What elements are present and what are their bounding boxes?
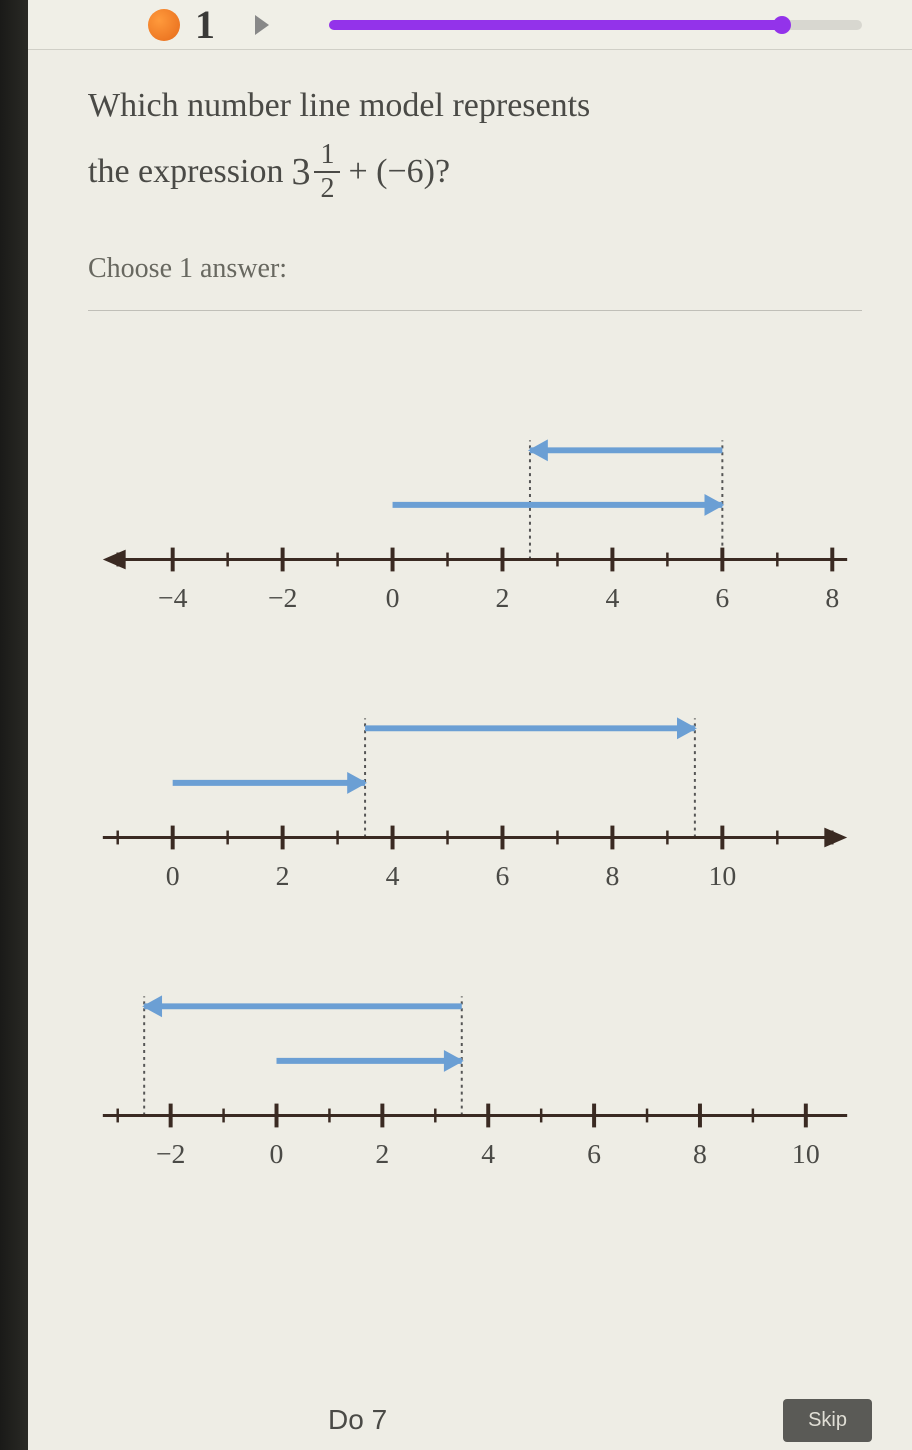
svg-text:2: 2 (375, 1139, 389, 1170)
number-line-options: −4 −2 0 2 4 6 8 0 2 4 6 8 10 −2 0 2 4 6 8 10 (28, 331, 912, 1205)
svg-text:0: 0 (166, 861, 180, 892)
svg-text:8: 8 (605, 861, 619, 892)
progress-bar[interactable] (329, 20, 862, 30)
fraction-denominator: 2 (314, 171, 340, 203)
header-bar: 1 (28, 0, 912, 50)
svg-text:2: 2 (496, 583, 510, 614)
question-number: 1 (195, 1, 215, 48)
play-icon[interactable] (255, 15, 269, 35)
status-dot-icon (148, 9, 180, 41)
svg-text:2: 2 (276, 861, 290, 892)
svg-text:6: 6 (587, 1139, 601, 1170)
main-content: 1 Which number line model represents the… (28, 0, 912, 1450)
fraction-numerator: 1 (314, 141, 340, 171)
svg-text:0: 0 (386, 583, 400, 614)
svg-text:4: 4 (386, 861, 400, 892)
expression-prefix: the expression (88, 153, 283, 191)
svg-text:4: 4 (605, 583, 619, 614)
svg-text:−2: −2 (268, 583, 298, 614)
svg-text:10: 10 (792, 1139, 820, 1170)
svg-text:−2: −2 (156, 1139, 186, 1170)
divider-line (88, 310, 862, 311)
svg-text:4: 4 (481, 1139, 495, 1170)
fraction-part: 1 2 (314, 141, 340, 203)
expression-suffix: + (−6)? (348, 153, 450, 191)
svg-text:6: 6 (496, 861, 510, 892)
footer-text: Do 7 (328, 1404, 387, 1436)
svg-text:8: 8 (825, 583, 839, 614)
fraction-whole: 3 (291, 150, 310, 194)
left-edge-border (0, 0, 28, 1450)
question-line-2: the expression 3 1 2 + (−6)? (88, 141, 862, 203)
progress-fill (329, 20, 782, 30)
svg-text:−4: −4 (158, 583, 188, 614)
progress-thumb[interactable] (773, 16, 791, 34)
svg-text:6: 6 (715, 583, 729, 614)
choose-answer-label: Choose 1 answer: (88, 253, 862, 285)
skip-button[interactable]: Skip (783, 1399, 872, 1442)
question-line-1: Which number line model represents (88, 80, 862, 131)
number-line-option-1[interactable]: −4 −2 0 2 4 6 8 (78, 361, 872, 639)
svg-text:10: 10 (708, 861, 736, 892)
number-line-option-3[interactable]: −2 0 2 4 6 8 10 (78, 917, 872, 1195)
number-line-option-2[interactable]: 0 2 4 6 8 10 (78, 639, 872, 917)
question-area: Which number line model represents the e… (28, 50, 912, 331)
svg-text:8: 8 (693, 1139, 707, 1170)
footer-bar: Do 7 Skip (28, 1390, 912, 1450)
mixed-fraction: 3 1 2 (291, 141, 340, 203)
svg-text:0: 0 (270, 1139, 284, 1170)
